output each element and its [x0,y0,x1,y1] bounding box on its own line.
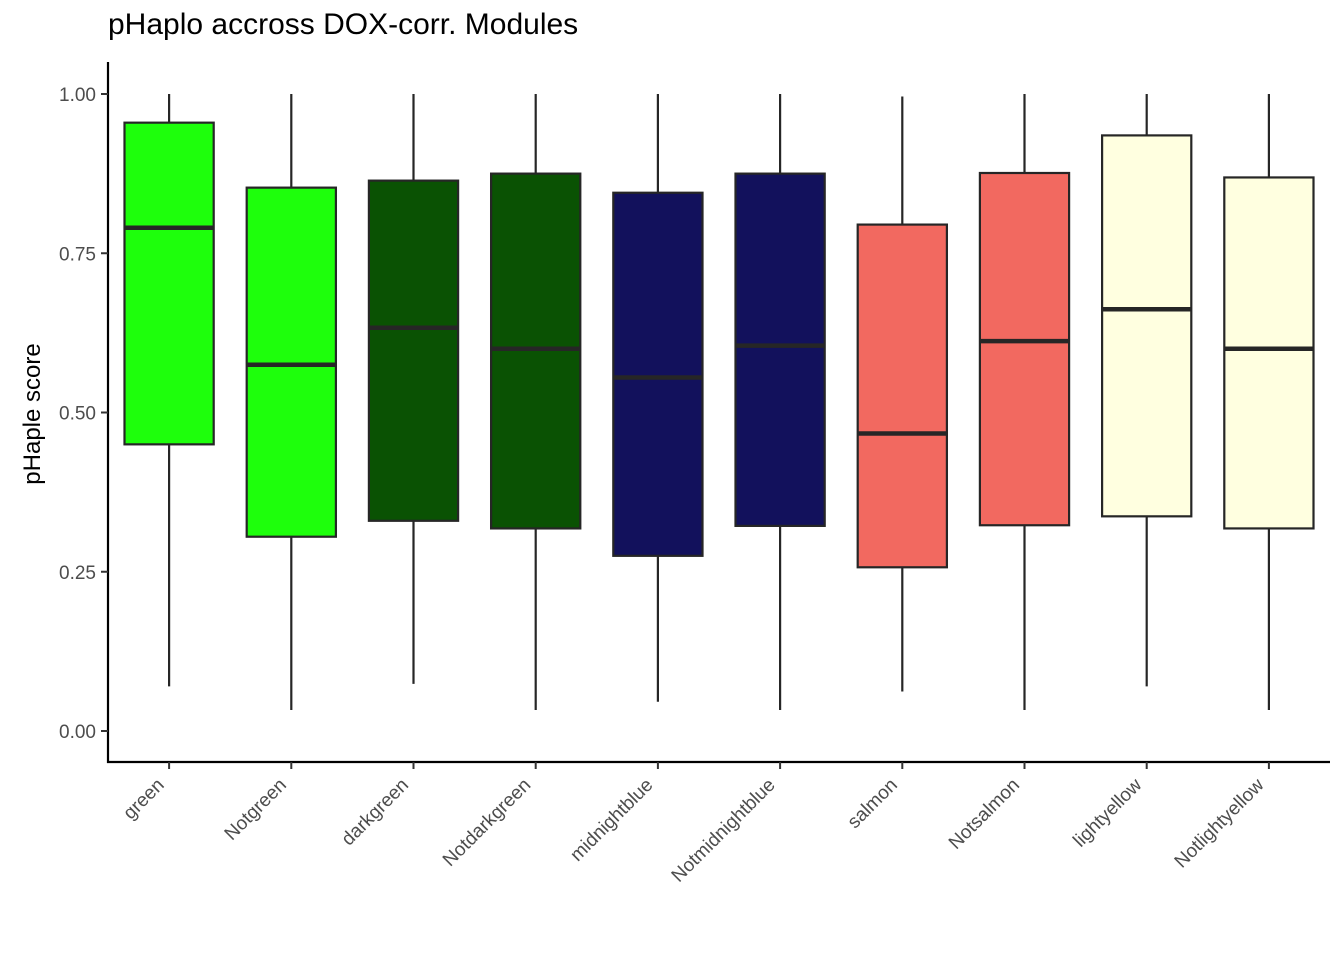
box-body [1223,176,1315,530]
x-tick-label: Notsalmon [945,775,1024,854]
x-tick-label: salmon [844,775,902,833]
box-Notgreen [245,94,338,710]
box-body [734,172,826,527]
box-darkgreen [367,94,460,684]
y-tick-label: 1.00 [59,85,96,106]
box-salmon [856,96,949,692]
box-body [978,171,1071,527]
x-tick-label: Notlightyellow [1171,774,1269,872]
y-axis-title: pHaple score [19,343,46,484]
box-Notsalmon [978,94,1071,710]
box-body [367,179,460,522]
chart-title: pHaplo accross DOX-corr. Modules [108,8,579,41]
box-Notlightyellow [1223,94,1315,710]
x-tick-label: Notmidnightblue [668,775,780,887]
box-body [1100,134,1193,518]
box-Notdarkgreen [489,94,582,710]
box-midnightblue [612,94,704,702]
boxes-layer [123,94,1315,710]
box-lightyellow [1100,94,1193,687]
y-tick-label: 0.00 [59,722,96,743]
x-tick-label: darkgreen [338,775,413,850]
x-tick-label: Notdarkgreen [439,775,535,871]
box-green [123,94,215,687]
box-body [856,223,949,569]
box-body [123,121,215,446]
x-tick-label: Notgreen [221,775,291,845]
y-tick-label: 0.25 [59,563,96,584]
x-tick-label: lightyellow [1069,774,1146,851]
box-Notmidnightblue [734,94,826,710]
box-body [245,186,338,538]
box-body [612,191,704,557]
x-tick-label: midnightblue [566,775,657,866]
x-tick-label: green [119,775,168,824]
y-tick-label: 0.50 [59,404,96,425]
axes-layer [101,62,1330,769]
y-tick-label: 0.75 [59,244,96,265]
